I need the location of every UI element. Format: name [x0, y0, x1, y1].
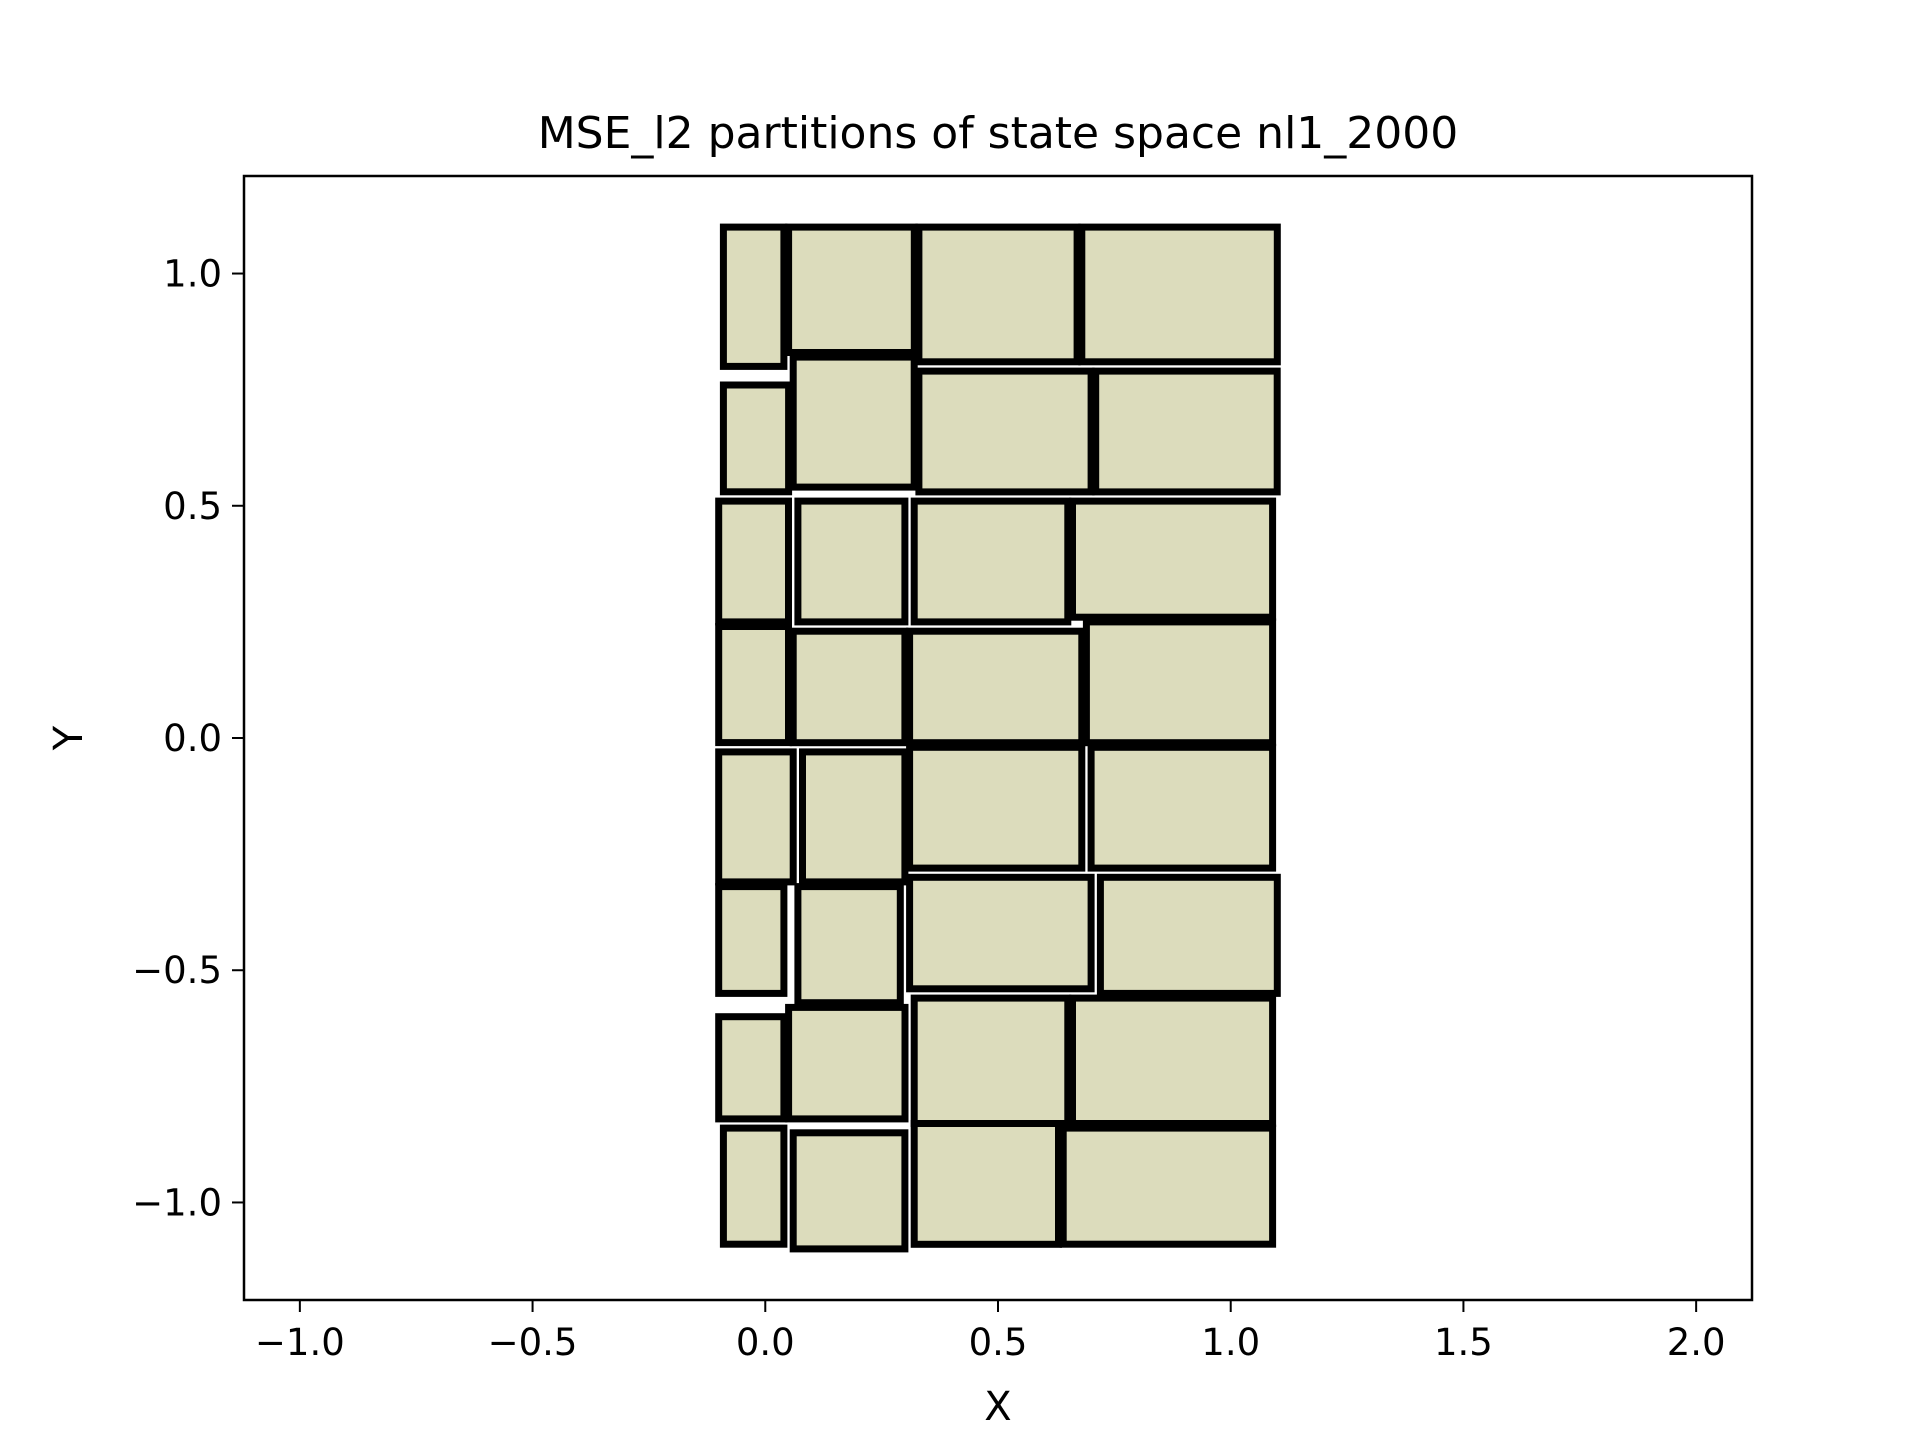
partition-rect-23 [906, 873, 1095, 993]
partition-rect-8 [1092, 367, 1281, 496]
partition-rect-28 [1069, 994, 1277, 1127]
partition-rect-2 [785, 223, 918, 357]
x-tick-label: 1.0 [1201, 1321, 1260, 1364]
partition-rect-13 [715, 623, 793, 747]
partition-rect-12 [1069, 497, 1277, 621]
partition-rect-29 [719, 1124, 788, 1248]
y-tick-label: 0.0 [163, 717, 222, 760]
partition-rect-20 [1087, 743, 1277, 872]
partition-rect-32 [1059, 1124, 1277, 1248]
partition-rect-3 [915, 223, 1081, 366]
partition-rect-30 [789, 1129, 909, 1253]
partition-rect-24 [1096, 873, 1281, 997]
partition-rect-16 [1082, 618, 1277, 747]
partition-rect-6 [789, 353, 918, 491]
partition-rect-5 [719, 381, 793, 496]
partition-rect-27 [910, 994, 1072, 1127]
rectangles-layer [715, 223, 1281, 1253]
y-tick-label: 1.0 [163, 253, 222, 296]
partition-rect-7 [915, 367, 1095, 496]
chart-title: MSE_l2 partitions of state space nl1_200… [538, 108, 1459, 159]
x-tick-label: 2.0 [1667, 1321, 1726, 1364]
partition-rect-11 [910, 497, 1072, 626]
x-tick-label: −0.5 [488, 1321, 578, 1364]
y-tick-label: 0.5 [163, 485, 222, 528]
partition-rect-18 [799, 748, 909, 886]
partition-rect-22 [794, 883, 904, 1007]
y-tick-label: −0.5 [132, 949, 222, 992]
x-tick-label: 0.0 [736, 1321, 795, 1364]
x-axis-label: X [984, 1384, 1011, 1430]
y-axis-label: Y [46, 725, 92, 751]
partition-rect-17 [715, 748, 797, 886]
partition-rect-26 [785, 1003, 909, 1123]
partition-rect-10 [794, 497, 909, 626]
x-tick-label: 0.5 [969, 1321, 1028, 1364]
partition-rect-9 [715, 497, 793, 626]
partition-rect-1 [719, 223, 788, 370]
partition-rect-4 [1078, 223, 1281, 366]
partition-rect-25 [715, 1013, 788, 1123]
partition-rect-21 [715, 883, 788, 997]
partition-rect-14 [789, 627, 909, 747]
x-axis-ticks: −1.0 −0.5 0.0 0.5 1.0 1.5 2.0 [255, 1300, 1726, 1364]
x-tick-label: −1.0 [255, 1321, 345, 1364]
partition-rect-31 [910, 1120, 1063, 1248]
partition-rect-19 [906, 743, 1086, 872]
y-axis-ticks: −1.0 −0.5 0.0 0.5 1.0 [132, 253, 244, 1224]
y-tick-label: −1.0 [132, 1181, 222, 1224]
x-tick-label: 1.5 [1434, 1321, 1493, 1364]
partition-rect-15 [906, 627, 1086, 747]
